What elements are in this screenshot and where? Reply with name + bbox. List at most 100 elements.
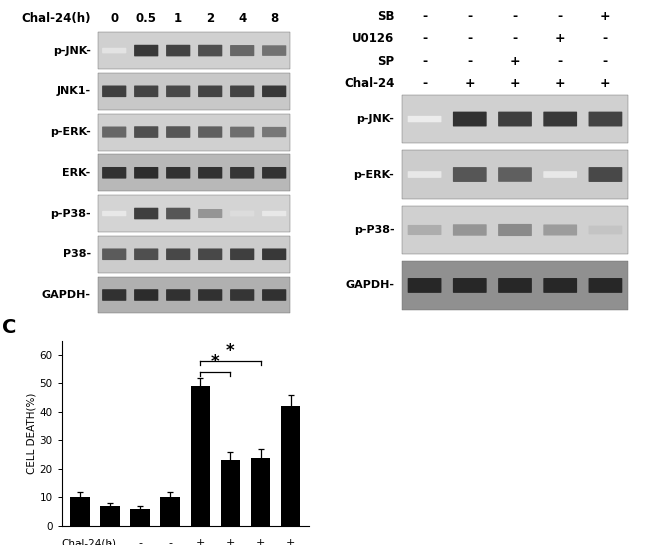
FancyBboxPatch shape [498,224,532,236]
FancyBboxPatch shape [543,171,577,178]
Text: -: - [512,10,517,23]
Bar [190,386,210,526]
Bar [100,506,120,526]
Text: SP: SP [377,54,395,68]
Text: C: C [3,318,17,337]
FancyBboxPatch shape [98,154,290,191]
Text: U0126: U0126 [352,33,395,45]
FancyBboxPatch shape [408,171,441,178]
FancyBboxPatch shape [262,86,286,97]
Text: +: + [510,54,520,68]
FancyBboxPatch shape [588,167,622,182]
FancyBboxPatch shape [198,45,222,56]
Text: -: - [138,538,142,545]
Bar [251,457,270,526]
FancyBboxPatch shape [134,208,159,219]
Text: Chal-24: Chal-24 [344,77,395,90]
Text: *: * [226,342,235,360]
FancyBboxPatch shape [134,167,159,179]
FancyBboxPatch shape [98,113,290,150]
FancyBboxPatch shape [98,32,290,69]
FancyBboxPatch shape [588,226,622,234]
FancyBboxPatch shape [134,289,159,301]
Text: -: - [422,33,427,45]
FancyBboxPatch shape [134,249,159,260]
Text: +: + [555,33,566,45]
Text: -: - [467,33,473,45]
FancyBboxPatch shape [198,167,222,179]
FancyBboxPatch shape [498,278,532,293]
Bar [161,498,180,526]
Text: +: + [465,77,475,90]
Bar [220,461,240,526]
FancyBboxPatch shape [98,73,290,110]
FancyBboxPatch shape [543,225,577,235]
FancyBboxPatch shape [198,289,222,301]
FancyBboxPatch shape [453,112,487,126]
Text: p-ERK-: p-ERK- [354,169,395,179]
Text: -: - [558,10,563,23]
FancyBboxPatch shape [102,167,126,179]
FancyBboxPatch shape [230,289,254,301]
Text: -: - [168,538,172,545]
FancyBboxPatch shape [198,86,222,97]
Text: *: * [211,353,220,371]
FancyBboxPatch shape [408,116,441,122]
FancyBboxPatch shape [543,278,577,293]
Text: ERK-: ERK- [62,168,91,178]
FancyBboxPatch shape [262,127,286,137]
Y-axis label: CELL DEATH(%): CELL DEATH(%) [27,392,37,474]
FancyBboxPatch shape [498,167,532,182]
FancyBboxPatch shape [102,289,126,301]
FancyBboxPatch shape [230,86,254,97]
Text: 1: 1 [174,13,182,25]
Text: p-JNK-: p-JNK- [356,114,395,124]
Text: 0: 0 [110,13,118,25]
FancyBboxPatch shape [402,95,628,143]
Text: +: + [600,77,611,90]
Text: +: + [196,538,205,545]
Text: -: - [512,33,517,45]
FancyBboxPatch shape [166,45,190,56]
Bar [281,406,300,526]
Bar [70,498,90,526]
FancyBboxPatch shape [453,224,487,235]
FancyBboxPatch shape [588,278,622,293]
FancyBboxPatch shape [262,211,286,216]
FancyBboxPatch shape [262,289,286,301]
FancyBboxPatch shape [134,45,159,56]
Text: p-JNK-: p-JNK- [53,46,91,56]
FancyBboxPatch shape [262,249,286,260]
Text: 2: 2 [206,13,215,25]
FancyBboxPatch shape [262,45,286,56]
Text: -: - [422,10,427,23]
FancyBboxPatch shape [198,209,222,218]
FancyBboxPatch shape [98,236,290,272]
FancyBboxPatch shape [402,150,628,199]
Text: GAPDH-: GAPDH- [42,290,91,300]
FancyBboxPatch shape [588,112,622,126]
Text: -: - [467,10,473,23]
FancyBboxPatch shape [543,112,577,126]
FancyBboxPatch shape [134,86,159,97]
Text: -: - [467,54,473,68]
FancyBboxPatch shape [98,276,290,313]
Text: +: + [555,77,566,90]
Text: P38-: P38- [62,249,91,259]
FancyBboxPatch shape [230,126,254,137]
FancyBboxPatch shape [408,278,441,293]
FancyBboxPatch shape [102,86,126,97]
Text: -: - [78,538,82,545]
FancyBboxPatch shape [166,208,190,219]
FancyBboxPatch shape [498,112,532,126]
Text: 8: 8 [270,13,278,25]
Text: -: - [108,538,112,545]
Text: JNK1-: JNK1- [57,86,91,96]
FancyBboxPatch shape [408,225,441,235]
FancyBboxPatch shape [198,126,222,138]
Text: -: - [558,54,563,68]
Text: -: - [422,77,427,90]
FancyBboxPatch shape [402,261,628,310]
Text: 4: 4 [238,13,246,25]
FancyBboxPatch shape [102,48,126,53]
